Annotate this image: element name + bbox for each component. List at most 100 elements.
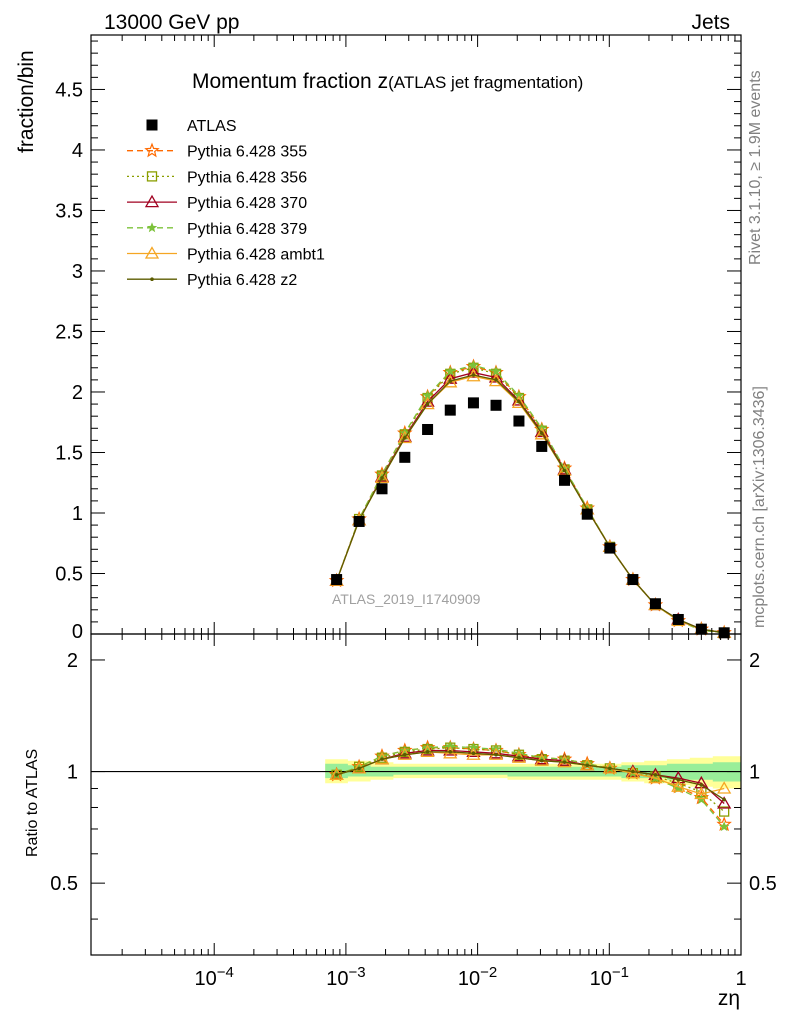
ratio-point [631, 769, 635, 774]
ratio-point [511, 748, 527, 762]
ratio-point [397, 746, 412, 759]
legend-entry: Pythia 6.428 356 [127, 169, 307, 186]
ratio-series-group [328, 739, 732, 832]
data-point [511, 395, 527, 409]
data-point [422, 390, 433, 401]
ratio-point [648, 770, 663, 784]
x-tick-label: 10−3 [326, 964, 365, 990]
data-point [513, 415, 525, 427]
data-point [399, 451, 411, 463]
ratio-point [471, 751, 476, 756]
data-point [559, 462, 570, 473]
ratio-point [494, 752, 498, 757]
ratio-y-tick-label-right: 1 [749, 762, 760, 784]
ratio-point [376, 750, 388, 761]
legend-label: ATLAS [187, 118, 237, 135]
x-tick-label: 10−2 [458, 964, 497, 990]
ratio-point [488, 746, 504, 759]
data-point [422, 423, 434, 435]
data-point [374, 470, 390, 484]
ratio-point [559, 753, 570, 764]
ratio-point [676, 778, 681, 782]
y-tick-label: 4 [72, 140, 83, 162]
chart-title-main: Momentum fraction z [192, 70, 388, 93]
ratio-point [673, 783, 684, 793]
y-tick-label: 2.5 [55, 321, 83, 343]
data-point [444, 404, 456, 416]
ratio-point [402, 752, 407, 757]
data-point [672, 613, 684, 625]
ratio-uncertainty-bands [91, 756, 741, 789]
ratio-point [719, 806, 730, 817]
analysis-watermark: ATLAS_2019_I1740909 [332, 591, 481, 607]
header-right: Jets [691, 11, 730, 34]
ratio-point [468, 742, 479, 753]
ratio-point [699, 783, 704, 787]
data-point [331, 574, 343, 586]
ratio-point [517, 755, 521, 760]
y-tick-label: 3 [72, 261, 83, 283]
ratio-point [425, 750, 430, 754]
data-point [604, 542, 616, 554]
legend-marker [146, 222, 158, 233]
ratio-y-tick-label: 1 [67, 762, 78, 784]
legend-entry: Pythia 6.428 z2 [127, 272, 297, 289]
ratio-y-tick-label-right: 0.5 [749, 873, 777, 895]
ratio-point [380, 757, 384, 761]
ratio-point [585, 763, 590, 768]
legend-entry: ATLAS [146, 118, 237, 135]
legend-entry: Pythia 6.428 370 [127, 194, 307, 212]
legend-label: Pythia 6.428 z2 [187, 272, 297, 289]
ratio-point [694, 786, 709, 800]
data-point [517, 399, 521, 404]
data-point [397, 430, 412, 444]
ratio-point [718, 821, 730, 832]
ratio-pythia-6-428-z2 [334, 750, 726, 802]
ratio-y-tick-label-right: 2 [749, 650, 760, 672]
y-tick-label: 2 [72, 382, 83, 404]
data-point [534, 427, 549, 440]
data-point [562, 468, 567, 473]
legend-marker [144, 246, 160, 259]
ratio-point [539, 758, 544, 763]
y-tick-label: 0.5 [55, 563, 83, 585]
ratio-point [653, 773, 658, 777]
data-point [718, 627, 730, 639]
y-tick-label: 1 [72, 503, 83, 525]
ratio-point [722, 797, 726, 802]
ratio-point [536, 752, 547, 763]
rivet-label: Rivet 3.1.10, ≥ 1.9M events [747, 70, 764, 265]
legend-label: Pythia 6.428 355 [187, 144, 307, 161]
ratio-point [671, 779, 686, 792]
data-point [494, 378, 498, 382]
ratio-pythia-6-428-379 [331, 740, 730, 832]
data-point [627, 574, 639, 586]
ratio-point [353, 761, 365, 772]
x-tick-label: 1 [735, 968, 746, 990]
data-point [402, 436, 407, 440]
ratio-point [334, 773, 339, 777]
ratio-line [336, 751, 725, 801]
legend-marker [144, 142, 160, 158]
main-series-group [328, 358, 732, 640]
data-point [559, 474, 571, 486]
data-point [448, 379, 453, 383]
ratio-y-tick-label: 2 [67, 650, 78, 672]
legend: ATLAS Pythia 6.428 355 Pythia 6.428 356 Pyt… [127, 118, 325, 289]
data-point [581, 508, 593, 520]
header-left: 13000 GeV pp [104, 11, 239, 34]
ratio-ylabel: Ratio to ATLAS [24, 749, 41, 857]
data-point [649, 598, 661, 610]
legend-marker [144, 194, 160, 208]
legend-label: Pythia 6.428 ambt1 [187, 247, 325, 264]
x-tick-label: 10−4 [195, 964, 234, 990]
main-ylabel: fraction/bin [15, 50, 38, 153]
ratio-point [445, 740, 456, 751]
mcplots-label: mcplots.cern.ch [arXiv:1306.3436] [751, 386, 768, 628]
ratio-point [420, 743, 435, 756]
legend-label: Pythia 6.428 370 [187, 195, 307, 212]
y-tick-label: 4.5 [55, 79, 83, 101]
chart-title: Momentum fraction z(ATLAS jet fragmentat… [192, 70, 583, 93]
ratio-point [582, 758, 593, 769]
